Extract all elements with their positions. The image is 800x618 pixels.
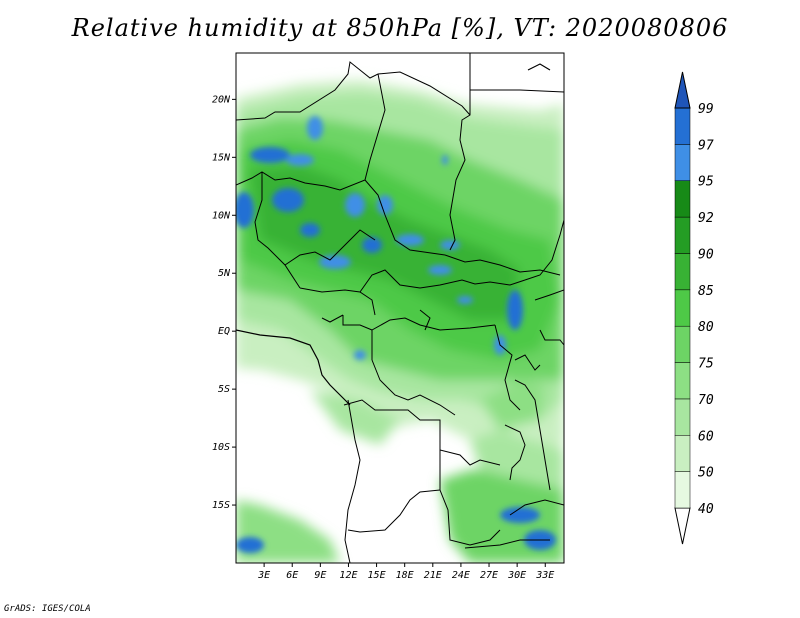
map-frame [235, 52, 565, 564]
credit-label: GrADS: IGES/COLA [4, 604, 91, 614]
colorbar-label: 85 [698, 284, 714, 299]
lat-tick-label: 5N [218, 268, 231, 279]
lon-tick-label: 33E [535, 570, 554, 581]
map-title: Relative humidity at 850hPa [%], VT: 202… [71, 14, 729, 42]
lon-tick-label: 27E [480, 570, 498, 581]
colorbar-swatch [674, 398, 691, 436]
lon-tick-label: 18E [396, 570, 414, 581]
lon-tick-label: 6E [286, 570, 298, 581]
lon-tick-label: 21E [424, 570, 442, 581]
colorbar-swatch [674, 216, 691, 254]
colorbar-swatch [674, 325, 691, 363]
humidity-field [236, 53, 564, 563]
lon-tick-label: 12E [339, 570, 357, 581]
colorbar-label: 90 [698, 247, 714, 262]
lat-tick-label: 15S [212, 500, 230, 511]
lat-tick-label: EQ [218, 326, 230, 337]
colorbar-label: 40 [698, 502, 714, 517]
colorbar-label: 97 [698, 138, 714, 153]
colorbar-swatch [674, 289, 691, 327]
lat-tick-label: 10S [212, 442, 230, 453]
lat-tick-label: 5S [218, 384, 230, 395]
lat-tick-label: 15N [212, 152, 231, 163]
latitude-axis: 20N 15N 10N 5N EQ 5S 10S 15S [212, 94, 236, 511]
lon-tick-label: 3E [257, 570, 270, 581]
colorbar-swatch [674, 107, 691, 145]
colorbar-swatch [674, 253, 691, 291]
colorbar-label: 50 [698, 466, 714, 481]
colorbar-legend: 40 50 60 70 75 80 85 90 92 95 97 99 [674, 71, 714, 545]
colorbar-label: 60 [698, 429, 714, 444]
colorbar-label: 95 [698, 175, 714, 190]
lat-tick-label: 10N [212, 210, 231, 221]
colorbar-label: 70 [698, 393, 714, 408]
lon-tick-label: 9E [314, 570, 326, 581]
lon-tick-label: 24E [452, 570, 470, 581]
colorbar-label: 99 [698, 102, 714, 117]
lat-tick-label: 20N [212, 94, 231, 105]
colorbar-label: 92 [698, 211, 714, 226]
colorbar-swatch [674, 435, 691, 472]
lon-tick-label: 15E [368, 570, 386, 581]
colorbar-swatch [674, 362, 691, 400]
colorbar-swatch [674, 180, 691, 218]
colorbar-max-triangle [674, 71, 691, 109]
longitude-axis: 3E 6E 9E 12E 15E 18E 21E 24E 27E 30E 33E [257, 563, 554, 581]
colorbar-min-triangle [674, 507, 691, 545]
colorbar-label: 80 [698, 320, 714, 335]
colorbar-swatch [674, 471, 691, 509]
colorbar-swatch [674, 144, 691, 181]
country-borders [236, 53, 564, 563]
lon-tick-label: 30E [507, 570, 526, 581]
colorbar-label: 75 [698, 357, 714, 372]
